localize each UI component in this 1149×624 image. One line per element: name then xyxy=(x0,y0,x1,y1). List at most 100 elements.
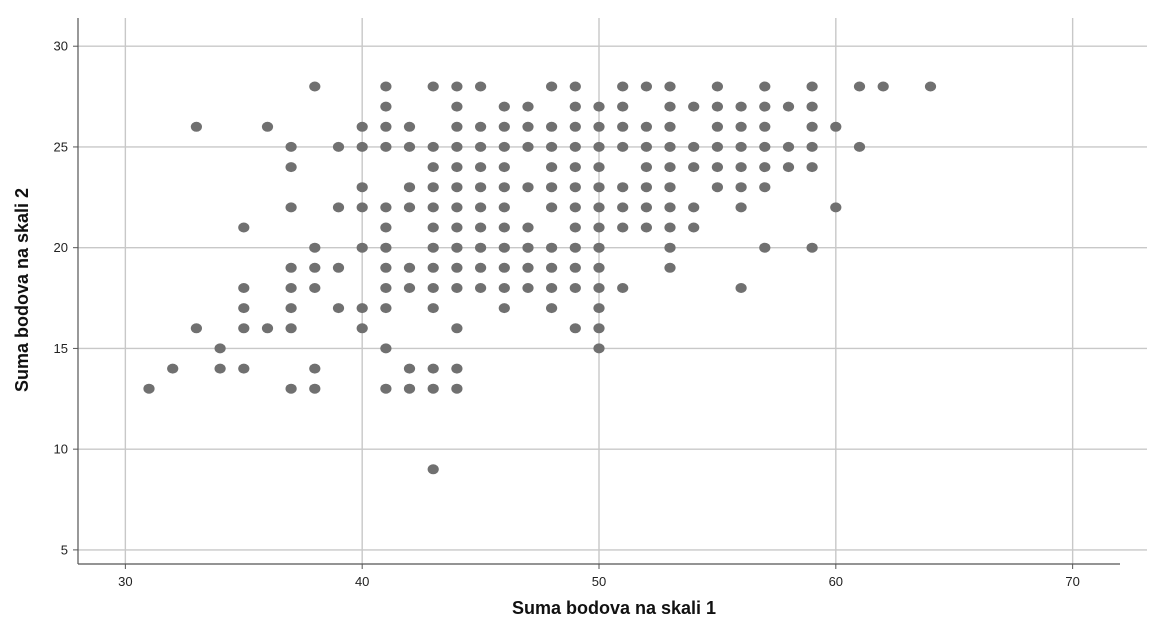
data-point xyxy=(877,81,889,92)
data-point xyxy=(475,262,487,273)
data-point xyxy=(617,182,629,193)
data-point xyxy=(593,121,605,132)
data-point xyxy=(664,202,676,213)
data-point xyxy=(475,222,487,233)
data-point xyxy=(380,343,392,354)
grid-layer xyxy=(78,18,1147,564)
data-point xyxy=(735,202,747,213)
data-point xyxy=(332,262,345,273)
data-point xyxy=(688,162,700,173)
data-point xyxy=(451,182,463,193)
data-point xyxy=(640,162,653,173)
data-point xyxy=(735,283,747,293)
data-point xyxy=(451,222,463,233)
data-point xyxy=(356,202,368,213)
data-point xyxy=(451,283,463,293)
data-point xyxy=(806,141,818,152)
y-tick-label-20: 20 xyxy=(54,240,68,255)
data-point xyxy=(735,101,747,112)
data-point xyxy=(806,81,818,92)
x-tick-label-60: 60 xyxy=(829,574,843,589)
data-point xyxy=(617,141,629,152)
data-point xyxy=(380,81,392,92)
data-point xyxy=(214,343,226,354)
data-point xyxy=(782,141,795,152)
data-point xyxy=(309,262,321,273)
data-point xyxy=(498,182,510,193)
data-point xyxy=(640,121,653,132)
data-point xyxy=(451,81,463,92)
data-point xyxy=(522,242,534,253)
data-point xyxy=(546,141,558,152)
data-point xyxy=(427,383,439,394)
data-point xyxy=(735,162,747,173)
data-point xyxy=(285,383,297,394)
data-point xyxy=(451,101,463,112)
data-point xyxy=(451,262,463,273)
data-point xyxy=(711,141,724,152)
data-point xyxy=(593,262,605,273)
data-point xyxy=(664,101,676,112)
x-tick-label-70: 70 xyxy=(1065,574,1079,589)
data-point xyxy=(546,303,558,314)
data-point xyxy=(475,141,487,152)
data-point xyxy=(640,182,653,193)
data-point xyxy=(593,222,605,233)
data-point xyxy=(735,182,747,193)
data-point xyxy=(309,283,321,293)
data-point xyxy=(451,202,463,213)
data-point xyxy=(711,101,724,112)
data-point xyxy=(711,162,724,173)
data-point xyxy=(238,363,250,374)
data-point xyxy=(546,162,558,173)
data-point xyxy=(190,323,202,334)
data-point xyxy=(593,343,605,354)
data-point xyxy=(664,222,676,233)
data-point xyxy=(617,101,629,112)
data-point xyxy=(403,182,416,193)
data-point xyxy=(285,141,297,152)
data-point xyxy=(522,101,534,112)
data-point xyxy=(427,242,439,253)
data-point xyxy=(593,323,605,334)
data-point xyxy=(522,262,534,273)
data-point xyxy=(451,363,463,374)
data-point xyxy=(759,141,771,152)
data-point xyxy=(759,81,771,92)
data-point xyxy=(285,303,297,314)
data-point xyxy=(427,262,439,273)
data-point xyxy=(380,242,392,253)
data-point xyxy=(403,202,416,213)
data-point xyxy=(664,242,676,253)
data-point xyxy=(238,283,250,293)
data-point xyxy=(924,81,937,92)
data-point xyxy=(759,101,771,112)
data-point xyxy=(356,303,368,314)
data-point xyxy=(498,303,510,314)
data-point xyxy=(593,283,605,293)
data-point xyxy=(569,283,581,293)
data-point xyxy=(522,141,534,152)
data-point xyxy=(569,121,581,132)
data-point xyxy=(569,141,581,152)
y-tick-label-30: 30 xyxy=(54,39,68,54)
data-point xyxy=(475,81,487,92)
data-point xyxy=(380,303,392,314)
data-point xyxy=(356,121,368,132)
data-point xyxy=(617,121,629,132)
data-point xyxy=(664,162,676,173)
data-point xyxy=(475,202,487,213)
y-tick-label-15: 15 xyxy=(54,341,68,356)
data-point xyxy=(546,262,558,273)
data-point xyxy=(451,383,463,394)
data-point xyxy=(498,101,510,112)
data-point xyxy=(261,121,274,132)
data-point xyxy=(664,121,676,132)
data-point xyxy=(427,202,439,213)
data-point xyxy=(427,363,439,374)
data-point xyxy=(238,222,250,233)
data-point xyxy=(806,162,818,173)
data-point xyxy=(593,101,605,112)
data-point xyxy=(403,121,416,132)
